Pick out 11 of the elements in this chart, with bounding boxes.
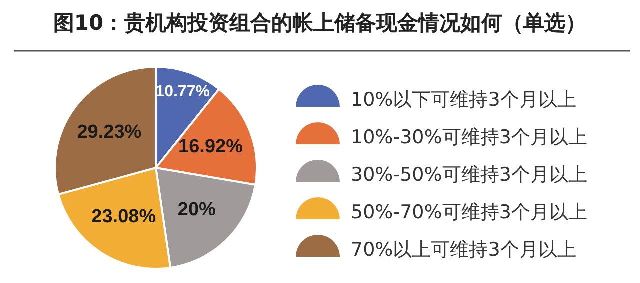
legend-label: 30%-50%可维持3个月以上 [351, 164, 588, 186]
data-label: 10.77% [156, 83, 210, 100]
legend-label: 10%以下可维持3个月以上 [351, 89, 576, 111]
data-label: 29.23% [77, 122, 142, 143]
legend-label: 70%以上可维持3个月以上 [351, 239, 576, 261]
data-label: 20% [178, 199, 216, 220]
data-label: 23.08% [92, 206, 156, 228]
legend-label: 50%-70%可维持3个月以上 [351, 202, 588, 224]
chart-title: 图10：贵机构投资组合的帐上储备现金情况如何（单选） [53, 11, 587, 35]
data-label: 16.92% [178, 136, 244, 158]
legend-label: 10%-30%可维持3个月以上 [351, 126, 588, 148]
